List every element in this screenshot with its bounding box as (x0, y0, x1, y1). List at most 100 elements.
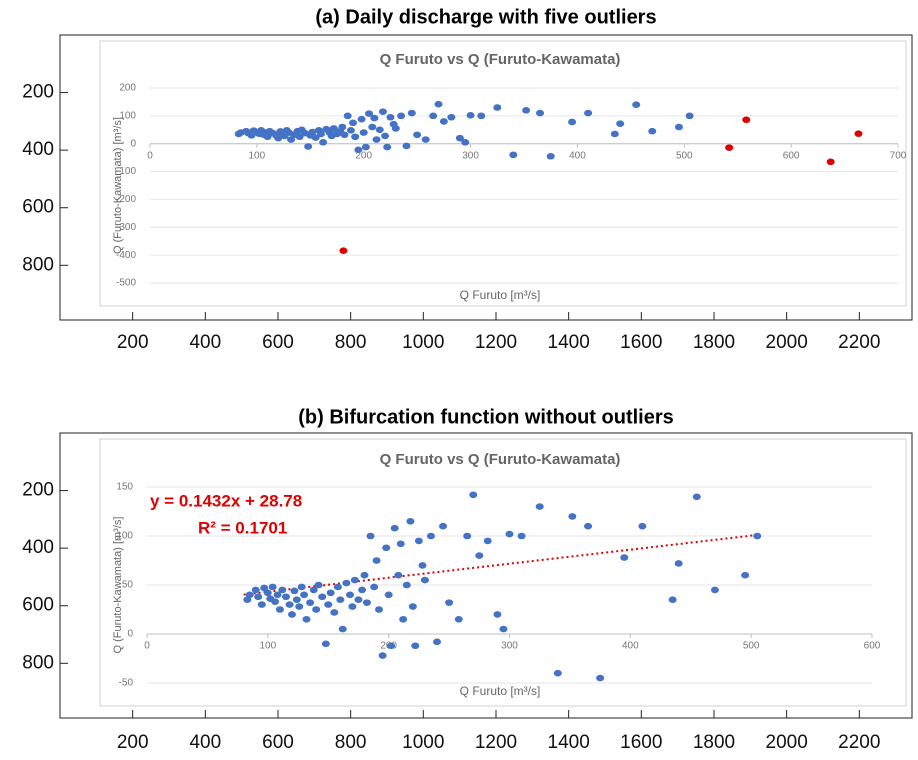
point (475, 552, 484, 559)
point (306, 599, 315, 606)
x-tick-label: 200 (117, 732, 149, 753)
x-tick-label: 400 (189, 332, 221, 353)
point (854, 130, 863, 137)
point (326, 589, 335, 597)
point (477, 112, 486, 120)
y-tick-label: 200 (22, 480, 54, 501)
point (292, 596, 301, 603)
x-tick-label: 1600 (620, 732, 662, 753)
point (466, 112, 475, 119)
inner-x-tick-label: 100 (249, 150, 266, 161)
inner-y-tick-label: 150 (116, 482, 133, 493)
point (339, 247, 348, 254)
point (434, 100, 443, 108)
y-tick-label: 600 (22, 595, 54, 616)
point (411, 642, 420, 650)
x-tick-label: 1200 (475, 732, 517, 753)
inner-y-tick-label: -300 (116, 222, 136, 233)
x-tick-label: 400 (189, 732, 221, 753)
point (648, 127, 657, 135)
point (493, 104, 502, 111)
point (536, 109, 545, 117)
point (257, 601, 266, 608)
point (406, 518, 415, 525)
point (375, 606, 383, 613)
point (433, 638, 441, 646)
inner-y-tick-label: -500 (116, 278, 136, 289)
x-tick-label: 600 (262, 332, 294, 353)
point (338, 625, 347, 633)
x-tick-label: 2000 (766, 332, 808, 353)
inner-frame (99, 40, 907, 307)
point (330, 609, 339, 616)
point (674, 560, 683, 567)
point (439, 522, 448, 530)
point (260, 584, 269, 592)
point (418, 562, 427, 569)
point (348, 603, 357, 610)
point (349, 119, 358, 127)
y-tick-label: 400 (22, 139, 54, 160)
point (522, 106, 531, 114)
point (381, 132, 390, 140)
point (359, 129, 368, 136)
point (378, 108, 387, 115)
point (399, 616, 408, 623)
point (710, 586, 719, 594)
point (365, 110, 374, 117)
x-tick-label: 200 (117, 332, 149, 353)
inner-x-tick-label: 200 (355, 150, 372, 161)
point (610, 130, 619, 138)
point (358, 586, 367, 594)
point (741, 571, 750, 579)
y-tick-label: 800 (22, 652, 54, 673)
inner-y-tick-label: -400 (116, 250, 136, 261)
point (360, 571, 369, 579)
x-tick-label: 1000 (402, 332, 444, 353)
point (402, 581, 411, 589)
point (387, 642, 396, 650)
inner-y-label: Q (Furuto-Kawamata) [m³/s] (112, 517, 124, 654)
point (620, 554, 629, 561)
point (333, 583, 342, 591)
inner-x-tick-label: 300 (462, 150, 479, 161)
x-tick-label: 1800 (693, 732, 735, 753)
point (382, 544, 391, 552)
x-tick-label: 1000 (402, 732, 444, 753)
point (297, 583, 306, 591)
x-tick-label: 1200 (475, 332, 517, 353)
trend-equation: y = 0.1432x + 28.78 (150, 491, 302, 510)
point (350, 576, 359, 584)
point (346, 127, 355, 134)
point (300, 591, 309, 599)
inner-x-tick-label: 400 (622, 641, 639, 652)
point (632, 101, 641, 109)
point (397, 112, 406, 120)
point (343, 112, 352, 120)
point (402, 142, 411, 150)
point (375, 126, 384, 134)
inner-x-tick-label: 0 (144, 641, 150, 652)
point (370, 114, 379, 122)
axes-box (59, 34, 913, 321)
point (263, 589, 272, 597)
point (469, 491, 478, 499)
point (499, 625, 508, 633)
point (308, 128, 317, 136)
y-tick-label: 800 (22, 254, 54, 275)
point (288, 611, 296, 618)
point (568, 118, 577, 126)
x-tick-label: 800 (335, 332, 367, 353)
point (361, 143, 370, 151)
point (408, 603, 417, 610)
point (429, 112, 438, 120)
inner-y-tick-label: 0 (130, 138, 136, 149)
inner-title: Q Furuto vs Q (Furuto-Kawamata) (380, 451, 621, 468)
x-tick-label: 600 (262, 732, 294, 753)
x-tick-label: 1400 (548, 332, 590, 353)
point (568, 513, 577, 520)
point (316, 130, 325, 138)
point (384, 591, 393, 599)
point (295, 603, 304, 610)
